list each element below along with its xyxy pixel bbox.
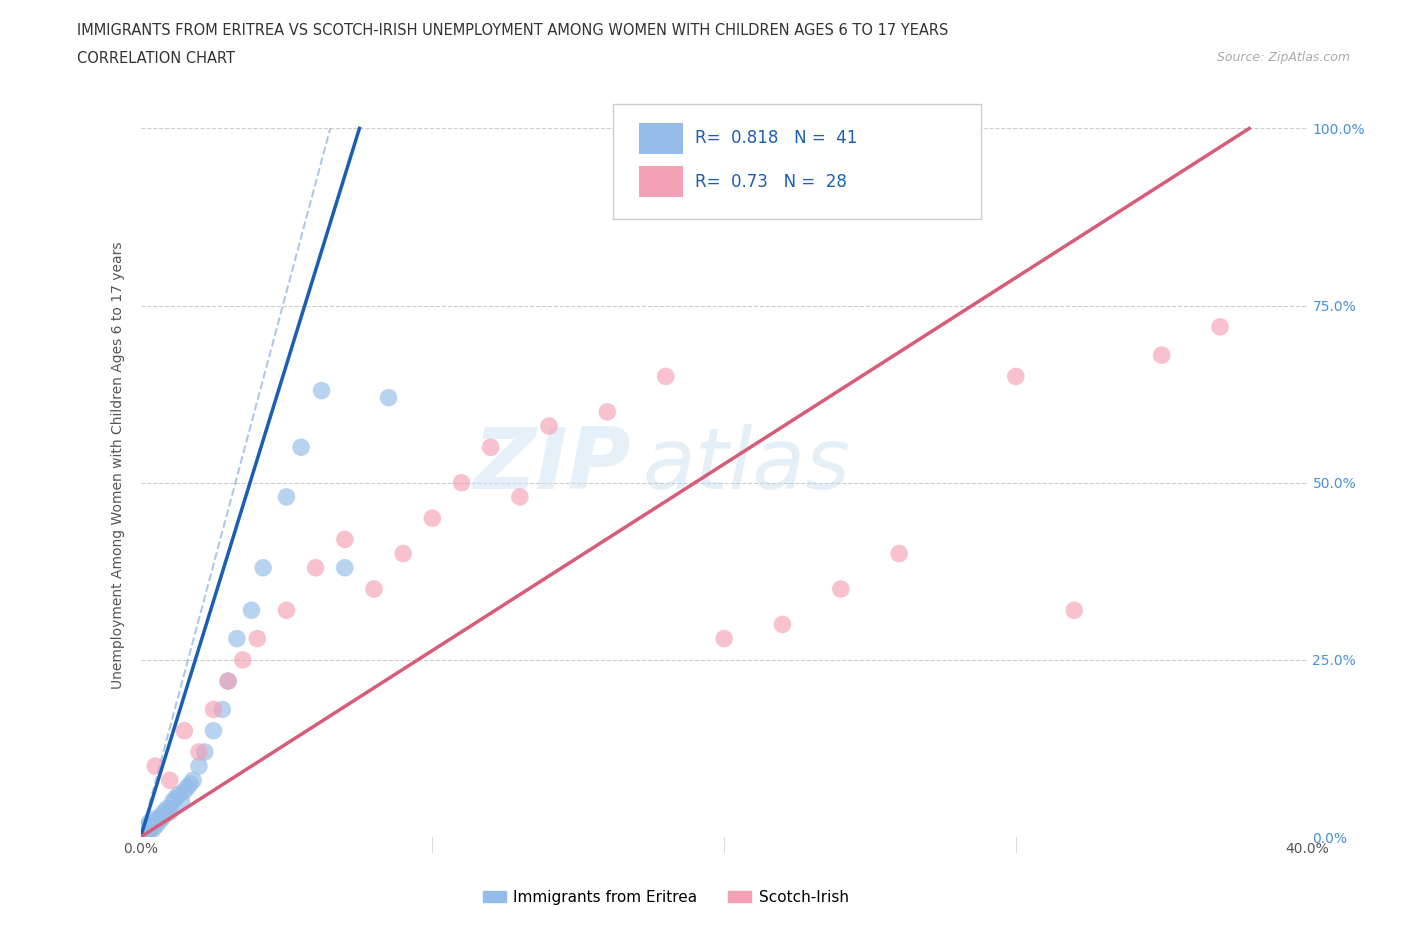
Point [392, 546, 415, 561]
Bar [638, 123, 683, 154]
Point [162, 794, 184, 809]
Point [156, 802, 179, 817]
Text: Source: ZipAtlas.com: Source: ZipAtlas.com [1216, 51, 1350, 64]
Text: IMMIGRANTS FROM ERITREA VS SCOTCH-IRISH UNEMPLOYMENT AMONG WOMEN WITH CHILDREN A: IMMIGRANTS FROM ERITREA VS SCOTCH-IRISH … [77, 23, 949, 38]
Point [509, 489, 531, 504]
Point [202, 702, 225, 717]
Point [129, 830, 152, 844]
Point [1063, 603, 1085, 618]
Point [173, 783, 195, 798]
Point [276, 603, 298, 618]
Point [141, 812, 163, 827]
FancyBboxPatch shape [613, 104, 981, 219]
Point [211, 702, 233, 717]
Point [830, 581, 852, 596]
Point [202, 724, 225, 738]
Point [596, 405, 619, 419]
Point [333, 560, 356, 575]
Point [479, 440, 502, 455]
Point [333, 532, 356, 547]
Point [138, 816, 160, 830]
Point [153, 808, 176, 823]
Bar [638, 166, 683, 197]
Text: atlas: atlas [643, 423, 851, 507]
Point [363, 581, 385, 596]
Point [138, 822, 160, 837]
Point [252, 560, 274, 575]
Point [232, 653, 254, 668]
Point [889, 546, 911, 561]
Point [246, 631, 269, 646]
Point [188, 759, 211, 774]
Point [153, 804, 176, 819]
Point [141, 822, 163, 837]
Point [170, 794, 193, 809]
Point [422, 511, 444, 525]
Text: ZIP: ZIP [472, 423, 631, 507]
Point [179, 777, 201, 791]
Point [225, 631, 247, 646]
Text: R=  0.73   N =  28: R= 0.73 N = 28 [695, 173, 846, 191]
Point [143, 816, 166, 830]
Point [135, 826, 157, 841]
Point [167, 787, 190, 802]
Point [132, 822, 155, 837]
Point [311, 383, 333, 398]
Point [1150, 348, 1173, 363]
Point [276, 489, 298, 504]
Point [150, 808, 173, 823]
Point [146, 816, 169, 830]
Point [450, 475, 472, 490]
Point [159, 773, 181, 788]
Point [194, 745, 217, 760]
Point [150, 812, 173, 827]
Point [305, 560, 328, 575]
Point [290, 440, 312, 455]
Point [181, 773, 204, 788]
Point [1209, 319, 1232, 334]
Point [146, 812, 169, 827]
Point [159, 804, 181, 819]
Text: CORRELATION CHART: CORRELATION CHART [77, 51, 235, 66]
Point [159, 802, 181, 817]
Point [165, 790, 187, 805]
Point [655, 369, 678, 384]
Point [135, 819, 157, 834]
Point [377, 391, 399, 405]
Point [132, 826, 155, 841]
Point [772, 617, 794, 631]
Point [188, 745, 211, 760]
Point [176, 780, 198, 795]
Legend: Immigrants from Eritrea, Scotch-Irish: Immigrants from Eritrea, Scotch-Irish [477, 884, 855, 911]
Point [143, 759, 166, 774]
Point [173, 724, 195, 738]
Point [713, 631, 735, 646]
Point [538, 418, 561, 433]
Text: R=  0.818   N =  41: R= 0.818 N = 41 [695, 129, 858, 147]
Y-axis label: Unemployment Among Women with Children Ages 6 to 17 years: Unemployment Among Women with Children A… [111, 241, 125, 689]
Point [1005, 369, 1028, 384]
Point [217, 673, 239, 688]
Point [217, 673, 239, 688]
Point [240, 603, 263, 618]
Point [143, 819, 166, 834]
